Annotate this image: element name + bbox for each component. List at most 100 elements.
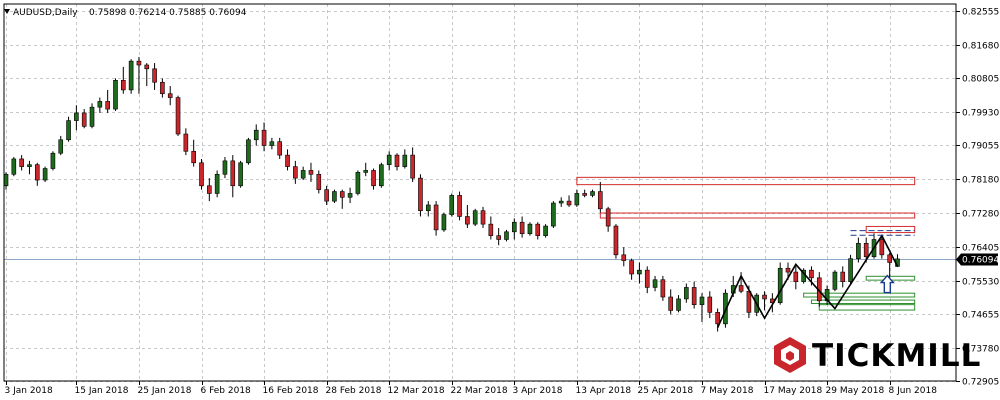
candle-bear: [230, 160, 236, 187]
x-tick-label: 25 Jan 2018: [138, 386, 192, 396]
candle-bull: [128, 60, 134, 91]
candle-bull: [511, 221, 517, 233]
symbol-label: AUDUSD,Daily: [13, 8, 78, 18]
dropdown-triangle-icon[interactable]: [4, 9, 10, 14]
candle-bull: [66, 120, 71, 141]
up-arrow-icon: [879, 274, 895, 294]
price-marker: 0.76094: [956, 253, 999, 266]
price-grid: [4, 4, 956, 382]
candle-bear: [793, 271, 799, 282]
candle-bull: [50, 152, 56, 169]
candle-bear: [308, 170, 314, 175]
y-tick-label: 0.82555: [962, 8, 999, 18]
candle-bull: [551, 202, 556, 227]
candle-bear: [277, 141, 283, 156]
candle-bull: [386, 154, 392, 165]
zone-layer: [576, 176, 916, 311]
y-tick-label: 0.72905: [962, 378, 999, 388]
candle-bear: [519, 221, 525, 235]
candle-bull: [214, 173, 220, 194]
candle-bear: [81, 112, 87, 127]
candle-bull: [848, 258, 853, 282]
candle-bear: [746, 290, 752, 313]
candle-bear: [605, 208, 611, 227]
candle-bear: [394, 154, 400, 167]
candle-bear: [496, 235, 501, 240]
candle-bear: [715, 312, 720, 325]
y-tick-label: 0.80805: [962, 75, 999, 85]
candle-bull: [300, 170, 306, 179]
tickmill-logo: TICKMILL: [774, 337, 981, 374]
candle-bull: [527, 223, 533, 235]
plot-frame: [3, 3, 957, 382]
candle-bear: [136, 60, 142, 66]
candle-bull: [402, 154, 408, 167]
x-tick-label: 13 Apr 2018: [576, 386, 632, 396]
y-tick-label: 0.75530: [962, 278, 999, 288]
candle-bull: [441, 214, 447, 231]
x-tick-label: 8 Jun 2018: [889, 386, 938, 396]
x-tick-label: 16 Feb 2018: [263, 386, 319, 396]
candle-bull: [97, 101, 103, 108]
candle-bear: [261, 129, 267, 146]
candle-bull: [543, 225, 548, 236]
candle-bull: [832, 271, 838, 290]
candle-bear: [105, 101, 110, 110]
pattern-overlay: [716, 230, 915, 329]
candle-bull: [425, 204, 431, 212]
resistance-zone-upper: [576, 176, 916, 186]
candle-bear: [371, 170, 376, 187]
candle-bear: [339, 191, 345, 198]
x-tick-label: 3 Jan 2018: [5, 386, 53, 396]
candle-bull: [347, 193, 353, 198]
candle-bear: [207, 185, 212, 194]
candle-bull: [58, 139, 64, 154]
resistance-zone-near: [865, 225, 916, 234]
candle-bull: [449, 195, 455, 215]
candle-bear: [621, 254, 627, 261]
candle-bull: [332, 191, 337, 202]
candle-bull: [574, 193, 580, 206]
support-zone-2: [803, 292, 916, 298]
candle-bear: [152, 68, 157, 83]
candle-bear: [121, 80, 126, 91]
candle-bear: [191, 150, 196, 164]
y-tick-label: 0.73780: [962, 345, 999, 355]
candle-bear: [691, 287, 697, 305]
candle-bear: [668, 296, 674, 311]
candle-bear: [144, 64, 150, 70]
x-tick-label: 12 Mar 2018: [388, 386, 445, 396]
candle-bear: [840, 271, 846, 282]
logo-wordmark: TICKMILL: [812, 338, 981, 374]
candle-bull: [355, 172, 361, 194]
y-tick-label: 0.76405: [962, 244, 999, 254]
y-tick-label: 0.77280: [962, 210, 999, 220]
candle-bull: [11, 158, 17, 175]
candle-bull: [253, 129, 259, 141]
candle-bear: [707, 296, 713, 313]
candle-bull: [590, 191, 595, 196]
x-tick-label: 28 Feb 2018: [326, 386, 382, 396]
candle-bull: [379, 164, 384, 187]
candle-bear: [175, 97, 181, 135]
candle-bull: [777, 267, 783, 304]
candle-bear: [433, 204, 439, 231]
candle-bear: [887, 254, 892, 263]
candle-bull: [699, 296, 705, 305]
candle-bull: [3, 173, 9, 187]
x-tick-label: 17 May 2018: [764, 386, 823, 396]
candle-bear: [418, 177, 423, 212]
candle-bear: [762, 294, 767, 300]
candle-series: [3, 56, 900, 332]
candle-bull: [637, 269, 642, 275]
resistance-zone-lower: [599, 212, 916, 219]
candle-bear: [285, 154, 290, 167]
candle-bull: [558, 200, 564, 204]
candle-bear: [457, 195, 462, 217]
candle-bull: [269, 141, 275, 146]
support-zone-4: [818, 304, 916, 311]
candle-bull: [113, 80, 118, 110]
price-marker-label: 0.76094: [962, 256, 999, 266]
candle-bull: [472, 210, 478, 225]
y-tick-label: 0.74655: [962, 311, 999, 321]
